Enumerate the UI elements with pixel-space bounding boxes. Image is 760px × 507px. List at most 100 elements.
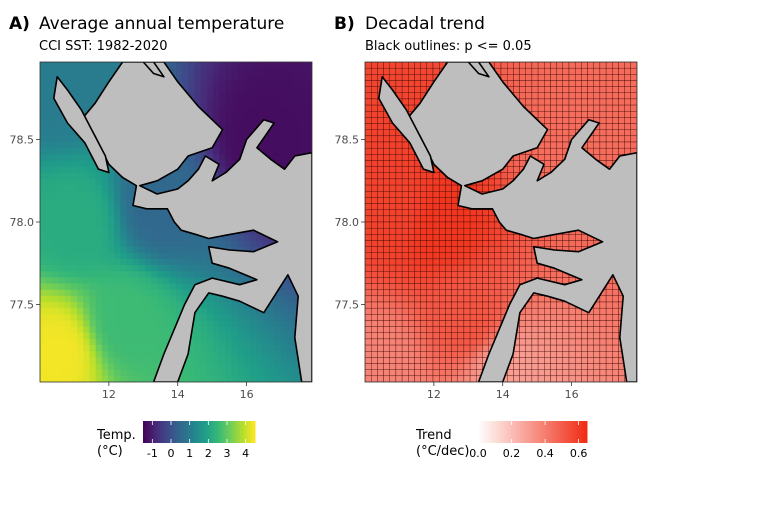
heat-cell (46, 117, 53, 124)
heat-cell (213, 295, 220, 303)
heat-cell (83, 234, 90, 241)
heat-cell (624, 74, 631, 81)
heat-cell (114, 172, 121, 180)
heat-cell (426, 320, 434, 327)
heat-cell (132, 295, 140, 303)
heat-cell (40, 363, 47, 371)
heat-cell (420, 184, 427, 192)
heat-cell (568, 351, 576, 358)
heat-cell (439, 184, 446, 192)
heat-cell (525, 264, 533, 272)
heat-cell (83, 289, 90, 297)
y-tick-label: 78.0 (335, 216, 360, 229)
heat-cell (383, 271, 390, 278)
y-tick-label: 78.5 (335, 134, 360, 147)
heat-cell (525, 351, 533, 358)
heat-cell (299, 80, 307, 88)
heat-cell (365, 104, 372, 112)
heat-cell (46, 222, 53, 229)
heat-cell (250, 98, 257, 106)
heat-cell (64, 338, 72, 346)
heat-cell (426, 271, 434, 278)
heat-cell (287, 74, 294, 81)
heat-cell (469, 215, 477, 223)
heat-cell (287, 375, 294, 382)
heat-cell (365, 184, 372, 192)
heat-cell (151, 277, 158, 284)
heat-cell (101, 320, 109, 328)
heat-cell (401, 289, 409, 297)
heat-cell (169, 277, 177, 284)
heat-cell (544, 104, 551, 112)
heat-cell (120, 252, 127, 260)
heat-cell (500, 178, 508, 186)
heat-cell (507, 258, 514, 266)
heat-cell (95, 252, 103, 260)
heat-cell (525, 258, 533, 266)
heat-cell (52, 320, 59, 328)
heat-cell (544, 80, 551, 87)
heat-cell (618, 92, 625, 100)
heat-cell (40, 203, 47, 211)
heat-cell (256, 320, 263, 328)
heat-cell (77, 271, 84, 278)
x-tick-label: 14 (496, 388, 510, 401)
x-tick-label: 16 (240, 388, 254, 401)
heat-cell (562, 369, 570, 377)
heat-cell (494, 234, 502, 241)
heat-cell (401, 295, 409, 303)
heat-cell (163, 265, 171, 272)
heat-cell (305, 123, 312, 131)
heat-cell (395, 203, 403, 210)
legend-swatch (572, 421, 575, 443)
heat-cell (562, 92, 570, 100)
heat-cell (587, 351, 594, 358)
heat-cell (482, 246, 489, 253)
heat-cell (507, 252, 514, 260)
legend-swatch (180, 421, 183, 443)
heat-cell (64, 62, 72, 69)
heat-cell (494, 301, 502, 309)
heat-cell (389, 191, 397, 198)
heat-cell (219, 369, 226, 377)
heat-cell (89, 215, 97, 223)
panel-a-title: Average annual temperature (39, 14, 285, 34)
heat-cell (463, 277, 471, 284)
heat-cell (194, 308, 202, 315)
heat-cell (101, 375, 109, 382)
heat-cell (169, 258, 177, 266)
heat-cell (519, 92, 526, 100)
heat-cell (108, 191, 115, 198)
heat-cell (262, 375, 270, 382)
heat-cell (513, 351, 520, 358)
heat-cell (556, 67, 563, 75)
heat-cell (46, 345, 53, 352)
legend-swatch (146, 421, 150, 443)
heat-cell (46, 363, 53, 371)
heat-cell (77, 92, 84, 100)
heat-cell (575, 351, 582, 358)
heat-cell (163, 283, 171, 291)
heat-cell (395, 252, 403, 260)
heat-cell (262, 338, 270, 346)
heat-cell (77, 209, 84, 217)
heat-cell (377, 227, 384, 235)
heat-cell (114, 228, 121, 235)
heat-cell (519, 363, 526, 370)
heat-cell (200, 92, 208, 100)
heat-cell (151, 209, 158, 217)
heat-cell (605, 351, 613, 358)
heat-cell (70, 252, 78, 260)
heat-cell (401, 252, 409, 260)
heat-cell (46, 142, 53, 149)
heat-cell (83, 105, 90, 112)
heat-cell (494, 227, 502, 235)
heat-cell (132, 222, 140, 229)
heat-cell (281, 351, 288, 358)
heat-cell (274, 375, 282, 382)
heat-cell (213, 148, 220, 155)
heat-cell (581, 363, 588, 370)
heat-cell (244, 80, 251, 88)
heat-cell (237, 326, 245, 334)
heat-cell (426, 178, 434, 186)
